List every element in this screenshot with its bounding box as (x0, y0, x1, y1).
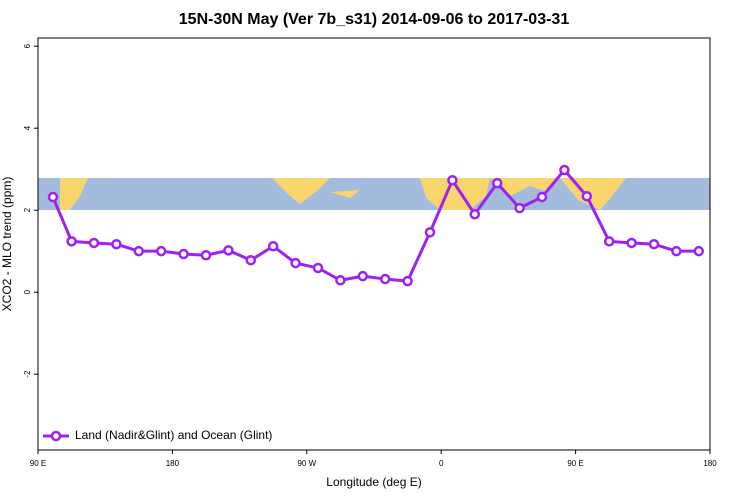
point-marker (559, 164, 570, 176)
x-tick-label: 90 E (567, 459, 583, 468)
point-marker (402, 275, 413, 287)
point-marker (245, 254, 257, 266)
point-marker (88, 237, 100, 249)
point-marker (447, 175, 458, 186)
point-marker (626, 237, 637, 249)
point-marker (603, 236, 615, 247)
point-marker (671, 245, 682, 257)
point-marker (200, 250, 212, 261)
legend-label: Land (Nadir&Glint) and Ocean (Glint) (75, 428, 272, 442)
map-band (38, 178, 710, 210)
y-tick-label: 0 (23, 289, 32, 294)
point-marker (424, 227, 436, 238)
x-tick-label: 180 (703, 459, 717, 468)
point-marker (693, 245, 705, 257)
point-marker (581, 190, 593, 202)
x-tick-label: 90 W (297, 459, 316, 468)
point-marker (469, 209, 481, 220)
point-marker (536, 191, 548, 203)
point-marker (514, 202, 525, 214)
plot-frame (37, 37, 711, 451)
point-marker (648, 238, 660, 250)
point-marker (111, 238, 122, 250)
x-tick-label: 0 (439, 459, 444, 468)
point-marker (335, 275, 346, 286)
point-marker (178, 248, 189, 260)
point-marker (379, 273, 391, 285)
y-tick-label: 2 (23, 207, 32, 212)
legend-marker (50, 430, 62, 442)
x-tick-label: 90 E (30, 459, 46, 468)
point-marker (66, 236, 77, 247)
point-marker (223, 245, 234, 256)
x-axis-label: Longitude (deg E) (326, 475, 421, 489)
point-marker (491, 177, 503, 189)
point-marker (47, 191, 59, 203)
point-marker (357, 270, 369, 282)
y-tick-label: 6 (23, 43, 32, 48)
point-marker (312, 262, 324, 274)
x-tick-label: 180 (166, 459, 180, 468)
y-tick-label: -2 (23, 370, 32, 378)
point-marker (155, 245, 167, 257)
point-marker (267, 241, 279, 252)
y-axis-label: XCO2 - MLO trend (ppm) (0, 177, 14, 312)
point-marker (133, 245, 145, 257)
chart-title: 15N-30N May (Ver 7b_s31) 2014-09-06 to 2… (179, 11, 570, 28)
point-marker (290, 257, 301, 269)
y-tick-label: 4 (23, 125, 32, 130)
